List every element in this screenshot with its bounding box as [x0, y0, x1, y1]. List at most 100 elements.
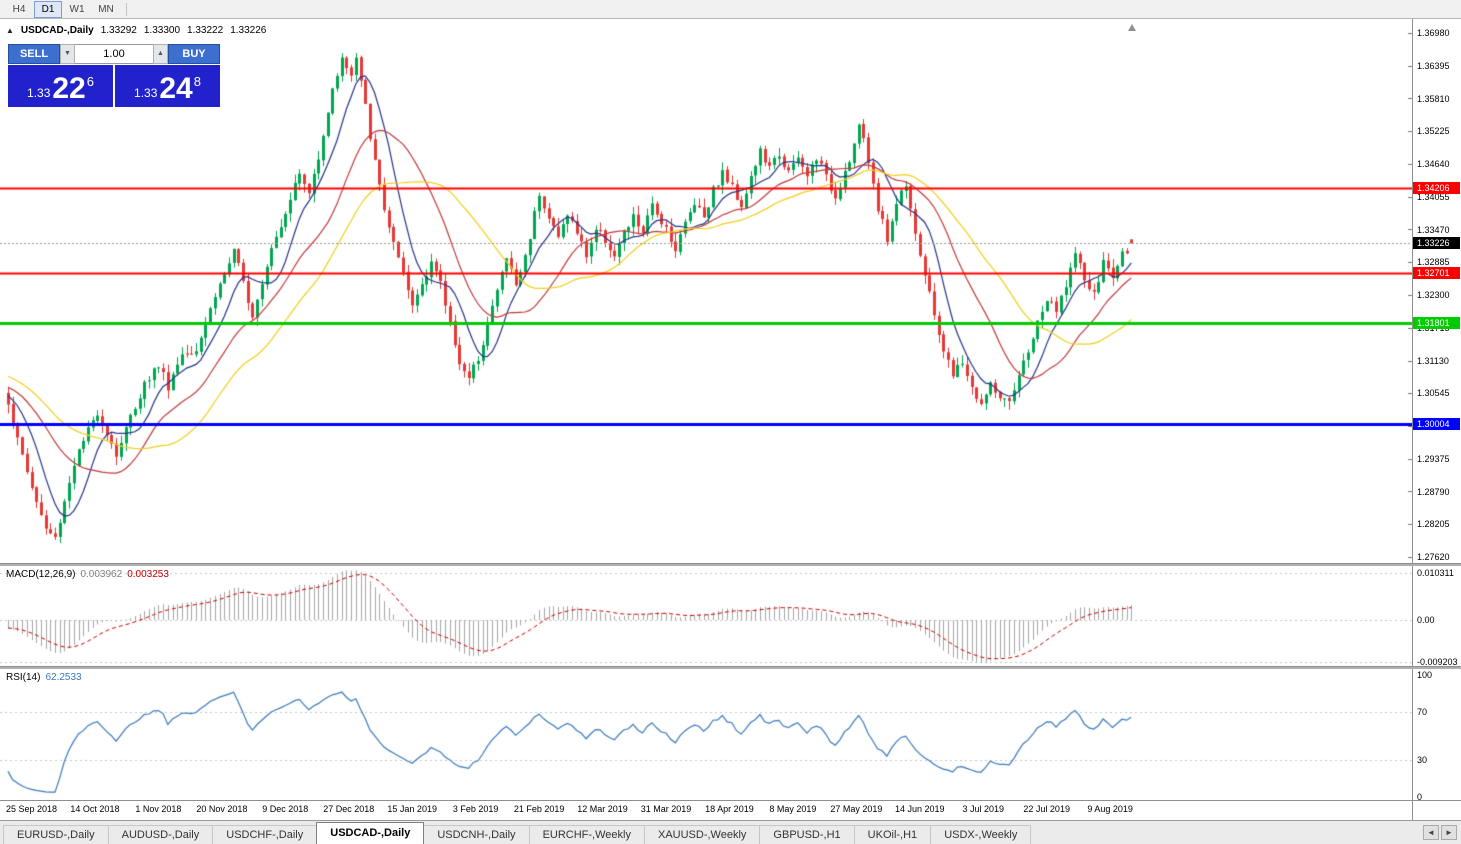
buy-price-big-digits: 24 [159, 72, 193, 105]
buy-price-pip-digit: 8 [193, 74, 201, 89]
price-axis-label: 1.35810 [1417, 93, 1450, 104]
chart-tab[interactable]: GBPUSD-,H1 [759, 825, 855, 844]
date-axis-label: 8 May 2019 [769, 804, 817, 814]
ohlc-low-value: 1.33222 [187, 25, 224, 36]
chart-tab[interactable]: USDCNH-,Daily [423, 825, 530, 844]
macd-name: MACD(12,26,9) [6, 569, 76, 580]
sell-button[interactable]: SELL [8, 44, 60, 64]
panel-divider[interactable] [0, 666, 1461, 669]
chart-ohlc-header: ▲ USDCAD-,Daily 1.33292 1.33300 1.33222 … [6, 25, 266, 36]
date-axis-label: 21 Feb 2019 [513, 804, 565, 814]
date-axis-label: 31 Mar 2019 [640, 804, 692, 814]
volume-input[interactable]: 1.00 [75, 44, 153, 64]
chart-tab[interactable]: UKOil-,H1 [853, 825, 932, 844]
chart-tab[interactable]: EURUSD-,Daily [3, 825, 109, 844]
chart-tab[interactable]: AUDUSD-,Daily [107, 825, 214, 844]
timeframe-mn-button[interactable]: MN [98, 3, 114, 15]
date-axis-label: 14 Jun 2019 [895, 804, 945, 814]
date-axis-label: 20 Nov 2018 [196, 804, 248, 814]
collapse-one-click-icon[interactable]: ▲ [6, 26, 14, 35]
price-axis-label: 1.32300 [1417, 290, 1450, 300]
ohlc-open-value: 1.33292 [100, 25, 137, 36]
buy-button[interactable]: BUY [168, 44, 220, 64]
volume-stepper: ▼ 1.00 ▲ [60, 44, 168, 64]
price-axis-label: 1.36980 [1417, 28, 1450, 38]
price-chart-canvas[interactable] [0, 19, 1412, 800]
sell-price-display[interactable]: 1.33 22 6 [8, 65, 113, 107]
rsi-axis-label: 0 [1417, 792, 1423, 802]
macd-main-value: 0.003962 [80, 569, 123, 580]
tab-scroll-right-button[interactable]: ► [1441, 825, 1457, 840]
price-level-badge: 1.32701 [1413, 266, 1460, 279]
price-axis-label: 1.28790 [1417, 486, 1450, 497]
date-axis-label: 9 Dec 2018 [262, 804, 309, 814]
panel-divider[interactable] [0, 563, 1461, 566]
price-axis-label: 1.35225 [1417, 126, 1450, 137]
price-level-badge: 1.31801 [1413, 316, 1460, 329]
rsi-axis-label: 30 [1417, 755, 1428, 766]
ohlc-high-value: 1.33300 [143, 25, 181, 36]
current-price-badge: 1.33226 [1413, 237, 1460, 250]
date-axis-label: 27 Dec 2018 [323, 804, 375, 814]
date-axis-label: 15 Jan 2019 [387, 804, 437, 814]
price-axis-label: 1.33470 [1417, 224, 1450, 235]
price-axis-label: 1.29375 [1417, 453, 1450, 464]
chart-tab[interactable]: USDCAD-,Daily [316, 822, 425, 844]
macd-axis-label: 0.010311 [1417, 568, 1454, 578]
macd-axis-label: 0.00 [1417, 615, 1435, 625]
chart-tab[interactable]: USDCHF-,Daily [212, 825, 318, 844]
toolbar-separator [126, 2, 127, 16]
sell-price-big-digits: 22 [52, 72, 86, 105]
price-axis: 1.36980 1.36395 1.35810 1.35225 1.34640 1.340… [1413, 19, 1461, 820]
date-axis-label: 3 Jul 2019 [962, 804, 1005, 814]
price-axis-label: 1.34055 [1417, 191, 1450, 202]
buy-price-display[interactable]: 1.33 24 8 [115, 65, 220, 107]
rsi-indicator-label: RSI(14) 62.2533 [6, 672, 82, 683]
one-click-trading-panel: SELL ▼ 1.00 ▲ BUY 1.33 22 6 1.33 24 8 [8, 44, 220, 107]
rsi-axis-label: 70 [1417, 706, 1428, 717]
date-axis-border [0, 800, 1461, 801]
macd-signal-value: 0.003253 [127, 569, 169, 580]
sell-price-pip-digit: 6 [86, 74, 94, 89]
price-axis-label: 1.36395 [1417, 60, 1450, 71]
rsi-name: RSI(14) [6, 672, 41, 683]
date-axis-label: 9 Aug 2019 [1087, 804, 1133, 814]
timeframe-toolbar: H4 D1 W1 MN [0, 0, 1461, 19]
tab-scroll-left-button[interactable]: ◄ [1423, 825, 1439, 840]
macd-indicator-label: MACD(12,26,9) 0.003962 0.003253 [6, 569, 169, 580]
price-level-badge: 1.30004 [1413, 417, 1460, 430]
date-axis[interactable]: 25 Sep 2018 14 Oct 2018 1 Nov 2018 20 Nov 2… [0, 801, 1412, 820]
date-axis-label: 22 Jul 2019 [1023, 804, 1070, 814]
sell-price-prefix: 1.33 [27, 86, 51, 100]
volume-increase-button[interactable]: ▲ [153, 44, 168, 64]
price-axis-label: 1.27620 [1417, 552, 1450, 562]
price-axis-separator [1412, 19, 1413, 820]
tab-scroll-arrows: ◄ ► [1419, 825, 1461, 844]
timeframe-d1-button[interactable]: D1 [34, 0, 62, 18]
price-axis-label: 1.31130 [1417, 355, 1449, 366]
macd-axis-label: -0.009203 [1417, 656, 1458, 667]
chart-tab[interactable]: EURCHF-,Weekly [528, 825, 645, 844]
price-axis-label: 1.32885 [1417, 257, 1450, 268]
price-axis-label: 1.30545 [1417, 388, 1450, 399]
chart-tab[interactable]: XAUUSD-,Weekly [643, 825, 761, 844]
chart-symbol-label: USDCAD-,Daily [20, 25, 94, 36]
date-axis-label: 1 Nov 2018 [135, 804, 182, 814]
trade-prices-row: 1.33 22 6 1.33 24 8 [8, 65, 220, 107]
timeframe-h4-button[interactable]: H4 [12, 3, 26, 15]
price-level-badge: 1.34206 [1413, 182, 1460, 195]
date-axis-label: 25 Sep 2018 [5, 804, 58, 814]
timeframe-w1-button[interactable]: W1 [69, 3, 85, 15]
chart-tabs: EURUSD-,Daily AUDUSD-,Daily USDCHF-,Daily U… [0, 821, 1419, 844]
price-axis-label: 1.34640 [1417, 159, 1450, 169]
ohlc-close-value: 1.33226 [230, 25, 267, 36]
chart-tab-bar: EURUSD-,Daily AUDUSD-,Daily USDCHF-,Daily U… [0, 820, 1461, 844]
chart-tab[interactable]: USDX-,Weekly [930, 825, 1032, 844]
chart-shift-marker-icon[interactable] [1128, 24, 1136, 31]
volume-decrease-button[interactable]: ▼ [60, 44, 75, 64]
rsi-axis-label: 100 [1417, 670, 1433, 680]
date-axis-label: 3 Feb 2019 [452, 804, 499, 814]
date-axis-label: 14 Oct 2018 [70, 804, 120, 814]
buy-price-prefix: 1.33 [134, 86, 158, 100]
